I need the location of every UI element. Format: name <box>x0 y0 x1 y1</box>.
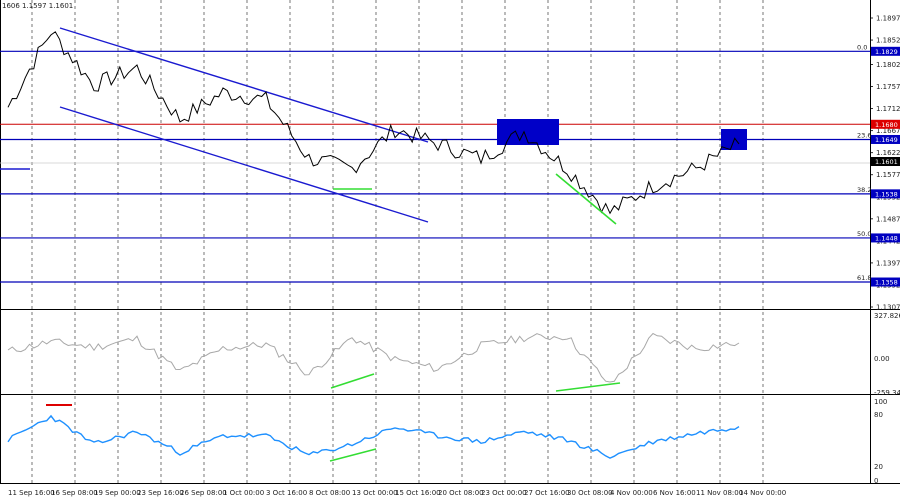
channel-upper-line[interactable] <box>59 27 429 143</box>
level-tag-label: 1.1680 <box>875 121 898 129</box>
price-tick-label: 1.1712 <box>876 105 900 113</box>
price-tick-label: 1.1487 <box>876 215 900 223</box>
divergence-line[interactable] <box>555 173 617 225</box>
level-tag-label: 1.1358 <box>875 279 898 287</box>
level-tag <box>871 119 900 129</box>
price-tick-label: 1.1897 <box>876 15 900 23</box>
price-tick-label: 1.1757 <box>876 83 900 91</box>
time-tick-label: 16 Sep 08:00 <box>51 489 98 497</box>
price-tick-label: 1.1667 <box>876 127 900 135</box>
level-price-tags: 1.1829 0.0 1.1680 1.1649 23.6 1.1538 38.2 1.144… <box>857 43 900 287</box>
time-tick-label: 27 Oct 16:00 <box>524 489 570 497</box>
fib-level-label: 50.0 <box>857 230 871 238</box>
price-tick-label: 1.1397 <box>876 259 900 267</box>
level-tag <box>871 277 900 287</box>
rsi-line <box>7 414 740 459</box>
time-tick-label: 4 Nov 00:00 <box>610 489 653 497</box>
price-panel[interactable] <box>0 0 870 309</box>
current-price-label: 1.1601 <box>875 158 898 166</box>
current-price-tag <box>871 157 900 166</box>
rsi-divergence-line[interactable] <box>329 448 377 462</box>
level-tag <box>871 134 900 144</box>
price-tick-label: 1.1577 <box>876 171 900 179</box>
ohlc-readout: 1606 1.1597 1.1601 <box>2 2 73 10</box>
time-tick-label: 3 Oct 16:00 <box>266 489 307 497</box>
cci-axis-mid: 0.00 <box>874 355 890 363</box>
fib-level-label: 23.6 <box>857 131 871 139</box>
fib-level-label: 0.0 <box>857 43 867 51</box>
cci-divergence-line[interactable] <box>555 382 621 392</box>
price-tick-label: 1.1802 <box>876 61 900 69</box>
level-tag-label: 1.1538 <box>875 190 898 198</box>
cci-axis-top: 327.826 <box>874 312 900 320</box>
cci-line <box>7 332 740 383</box>
time-tick-label: 6 Nov 16:00 <box>653 489 696 497</box>
level-tag-label: 1.1649 <box>875 136 898 144</box>
level-tag <box>871 189 900 199</box>
rsi-axis-bottom: 0 <box>874 477 878 485</box>
channel-lower-line[interactable] <box>59 106 429 223</box>
time-tick-label: 8 Oct 08:00 <box>309 489 350 497</box>
horizontal-levels <box>0 50 870 283</box>
time-tick-label: 11 Sep 16:00 <box>8 489 55 497</box>
price-tick-label: 1.1852 <box>876 37 900 45</box>
time-tick-label: 26 Sep 08:00 <box>180 489 227 497</box>
time-tick-label: 19 Sep 00:00 <box>94 489 141 497</box>
time-tick-label: 11 Nov 08:00 <box>696 489 743 497</box>
time-tick-label: 14 Nov 00:00 <box>739 489 786 497</box>
rsi-axis-top: 100 <box>874 398 887 406</box>
time-tick-label: 20 Oct 08:00 <box>438 489 484 497</box>
grid-lines <box>31 0 764 484</box>
time-tick-label: 30 Oct 08:00 <box>567 489 613 497</box>
time-tick-label: 23 Sep 16:00 <box>137 489 184 497</box>
cci-axis-bottom: -259.342 <box>874 389 900 397</box>
time-tick-label: 13 Oct 00:00 <box>352 489 398 497</box>
level-tag <box>871 233 900 243</box>
time-tick-label: 23 Oct 00:00 <box>481 489 527 497</box>
time-tick-label: 15 Oct 16:00 <box>395 489 441 497</box>
rsi-axis-upper: 80 <box>874 411 883 419</box>
price-line <box>7 31 740 215</box>
price-tick-label: 1.1622 <box>876 149 900 157</box>
fib-level-label: 61.8 <box>857 274 871 282</box>
level-tag-label: 1.1829 <box>875 48 898 56</box>
level-tag-label: 1.1448 <box>875 234 898 242</box>
fib-level-label: 38.2 <box>857 186 871 194</box>
level-tag <box>871 46 900 56</box>
time-tick-label: 1 Oct 00:00 <box>223 489 264 497</box>
cci-divergence-line[interactable] <box>330 373 375 389</box>
rsi-axis-lower: 20 <box>874 463 883 471</box>
price-tick-label: 1.1307 <box>876 304 900 312</box>
